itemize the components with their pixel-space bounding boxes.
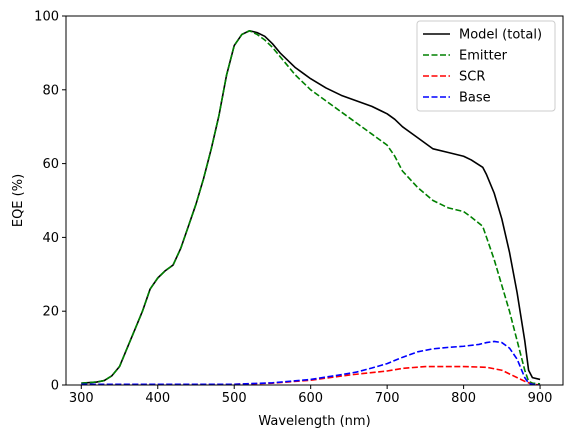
x-tick-label: 400	[145, 391, 170, 406]
y-tick-label: 80	[42, 83, 59, 98]
x-tick-label: 800	[451, 391, 476, 406]
x-tick-label: 900	[528, 391, 553, 406]
y-tick-label: 40	[42, 231, 59, 246]
series-line-1	[81, 29, 541, 385]
legend: Model (total) Emitter SCR Base	[416, 20, 556, 112]
series-line-2	[81, 365, 541, 385]
legend-box	[416, 20, 556, 112]
y-tick-label: 0	[51, 379, 59, 394]
legend-label-3: Base	[459, 91, 491, 106]
x-tick-label: 600	[298, 391, 323, 406]
legend-label-0: Model (total)	[459, 28, 542, 43]
x-tick-label: 500	[222, 391, 247, 406]
x-axis-label: Wavelength (nm)	[258, 414, 370, 429]
series-line-3	[81, 340, 541, 385]
x-tick-label: 300	[69, 391, 94, 406]
axes-frame	[65, 15, 564, 386]
legend-label-1: Emitter	[459, 49, 508, 64]
plot-lines	[81, 29, 541, 385]
series-line-0	[81, 29, 541, 384]
y-tick-label: 100	[34, 10, 59, 25]
y-axis-ticks: 0 20 40 60 80 100	[34, 10, 66, 394]
y-tick-label: 60	[42, 157, 59, 172]
legend-label-2: SCR	[459, 70, 485, 85]
y-tick-label: 20	[42, 305, 59, 320]
x-tick-label: 700	[375, 391, 400, 406]
y-axis-label: EQE (%)	[11, 174, 26, 227]
x-axis-ticks: 300 400 500 600 700 800 900	[69, 385, 553, 406]
